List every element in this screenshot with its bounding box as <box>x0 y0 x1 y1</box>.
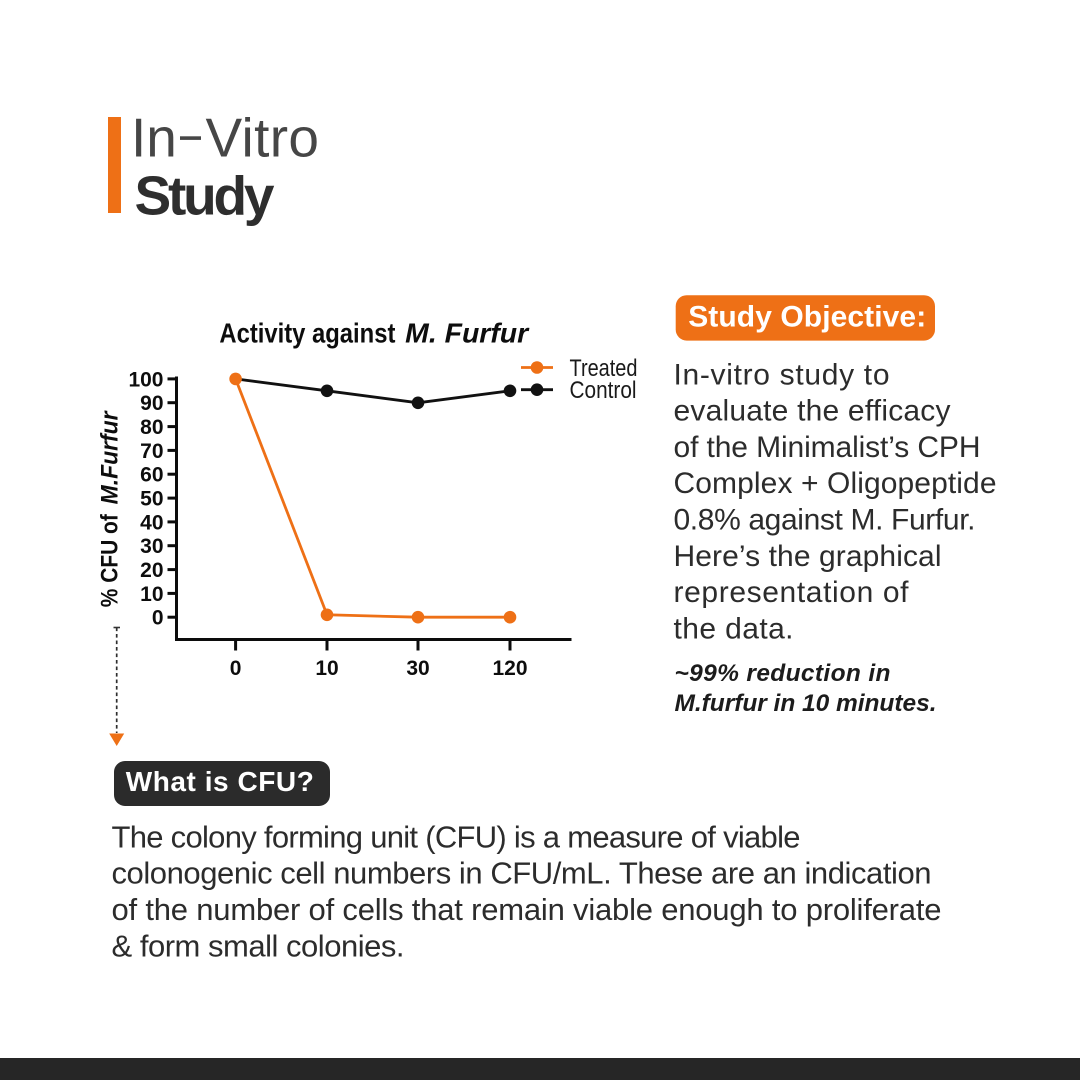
svg-text:60: 60 <box>140 464 163 487</box>
svg-text:~99% reduction in: ~99% reduction in <box>675 660 891 687</box>
svg-text:the data.: the data. <box>674 612 794 645</box>
svg-text:0.8% against M. Furfur.: 0.8% against M. Furfur. <box>674 504 976 537</box>
svg-text:10: 10 <box>140 583 163 606</box>
svg-text:Study: Study <box>135 165 275 227</box>
svg-text:M. Furfur: M. Furfur <box>405 318 529 349</box>
svg-text:& form small colonies.: & form small colonies. <box>112 928 405 963</box>
svg-text:50: 50 <box>140 488 163 511</box>
svg-text:Treated: Treated <box>570 355 638 382</box>
svg-text:Vitro: Vitro <box>206 107 320 169</box>
svg-text:M.furfur in 10 minutes.: M.furfur in 10 minutes. <box>675 690 937 717</box>
svg-text:20: 20 <box>140 559 163 582</box>
svg-text:The colony forming unit (CFU): The colony forming unit (CFU) is a measu… <box>112 819 801 854</box>
svg-text:Study Objective:: Study Objective: <box>688 300 926 333</box>
svg-text:Complex + Oligopeptide: Complex + Oligopeptide <box>674 467 997 500</box>
svg-text:In: In <box>131 107 177 169</box>
svg-text:evaluate the efficacy: evaluate the efficacy <box>674 395 951 428</box>
svg-text:of the number of cells that re: of the number of cells that remain viabl… <box>112 892 942 927</box>
svg-text:colonogenic cell numbers in CF: colonogenic cell numbers in CFU/mL. Thes… <box>112 856 932 891</box>
svg-text:0: 0 <box>230 657 242 680</box>
svg-text:30: 30 <box>140 535 163 558</box>
svg-text:of the Minimalist’s CPH: of the Minimalist’s CPH <box>674 431 981 464</box>
svg-text:representation of: representation of <box>674 576 910 609</box>
svg-text:40: 40 <box>140 511 163 534</box>
svg-text:0: 0 <box>152 607 164 630</box>
svg-text:Here’s the graphical: Here’s the graphical <box>674 540 942 573</box>
svg-text:70: 70 <box>140 440 163 463</box>
svg-text:What is CFU?: What is CFU? <box>126 766 314 797</box>
svg-text:Activity against: Activity against <box>219 318 395 349</box>
svg-text:90: 90 <box>140 392 163 415</box>
svg-text:80: 80 <box>140 416 163 439</box>
svg-text:M.Furfur: M.Furfur <box>97 410 124 505</box>
svg-text:Control: Control <box>570 377 637 404</box>
svg-text:10: 10 <box>315 657 338 680</box>
svg-text:In-vitro study to: In-vitro study to <box>674 358 890 391</box>
svg-text:100: 100 <box>128 368 163 391</box>
svg-text:30: 30 <box>406 657 429 680</box>
svg-text:% CFU of: % CFU of <box>97 513 124 607</box>
svg-text:120: 120 <box>492 657 527 680</box>
